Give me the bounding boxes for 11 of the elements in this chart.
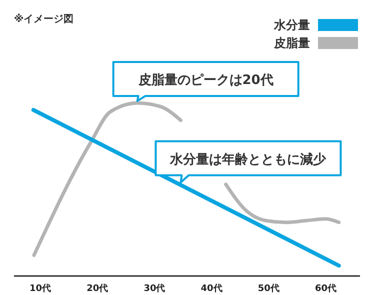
x-tick-label: 40代 [200, 283, 222, 294]
x-tick-label: 20代 [86, 283, 108, 294]
legend-label: 皮脂量 [273, 36, 310, 50]
x-tick-label: 60代 [314, 283, 337, 294]
annotation: 水分量は年齢とともに減少 [169, 152, 328, 168]
x-tick-label: 50代 [258, 283, 280, 294]
x-tick-label: 30代 [144, 283, 166, 294]
annotation: 皮脂量のピークは20代 [137, 73, 274, 88]
legend-label: 水分量 [273, 18, 310, 32]
text: ※イメージ図 [14, 13, 74, 25]
x-tick-label: 10代 [30, 283, 52, 294]
